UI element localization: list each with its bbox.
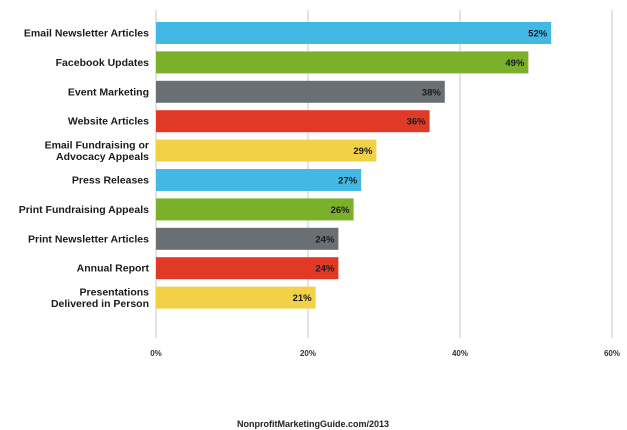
value-label: 21% [293,293,313,304]
value-label: 26% [331,205,351,216]
bar [156,286,316,309]
value-label: 24% [315,264,335,275]
bar [156,51,529,74]
category-labels: Email Newsletter Articles Facebook Update… [19,28,150,310]
value-label: 38% [422,87,442,98]
bar [156,169,362,191]
category-label: Email Fundraising or Advocacy Appeals [45,139,150,163]
value-label: 49% [505,58,525,69]
category-label: Email Newsletter Articles [24,28,149,40]
category-label: Press Releases [72,175,149,187]
bar [156,227,339,250]
category-label: Print Newsletter Articles [28,233,149,245]
bar [156,22,552,44]
value-label: 27% [338,176,358,187]
value-label: 24% [315,234,335,245]
value-label: 29% [353,146,373,157]
bar [156,257,339,280]
x-tick-label: 0% [150,349,162,358]
value-label: 52% [528,29,548,40]
source-label: NonprofitMarketingGuide.com/2013 [237,419,389,429]
category-label: Website Articles [68,116,149,128]
x-tick-label: 60% [604,349,620,358]
bar [156,139,377,162]
category-label: Presentations Delivered in Person [51,286,149,310]
x-tick-label: 40% [452,349,468,358]
bar [156,110,430,133]
category-label: Event Marketing [68,86,149,98]
bars [156,22,552,309]
bar [156,198,354,221]
category-label: Facebook Updates [56,57,150,69]
value-label: 36% [407,117,427,128]
x-axis-ticks: 0% 20% 40% 60% [150,349,620,358]
x-tick-label: 20% [300,349,316,358]
value-labels: 52% 49% 38% 36% 29% 27% 26% 24% 24% 21% [293,29,548,305]
bar [156,80,445,103]
category-label: Annual Report [77,263,150,275]
category-label: Print Fundraising Appeals [19,204,149,216]
